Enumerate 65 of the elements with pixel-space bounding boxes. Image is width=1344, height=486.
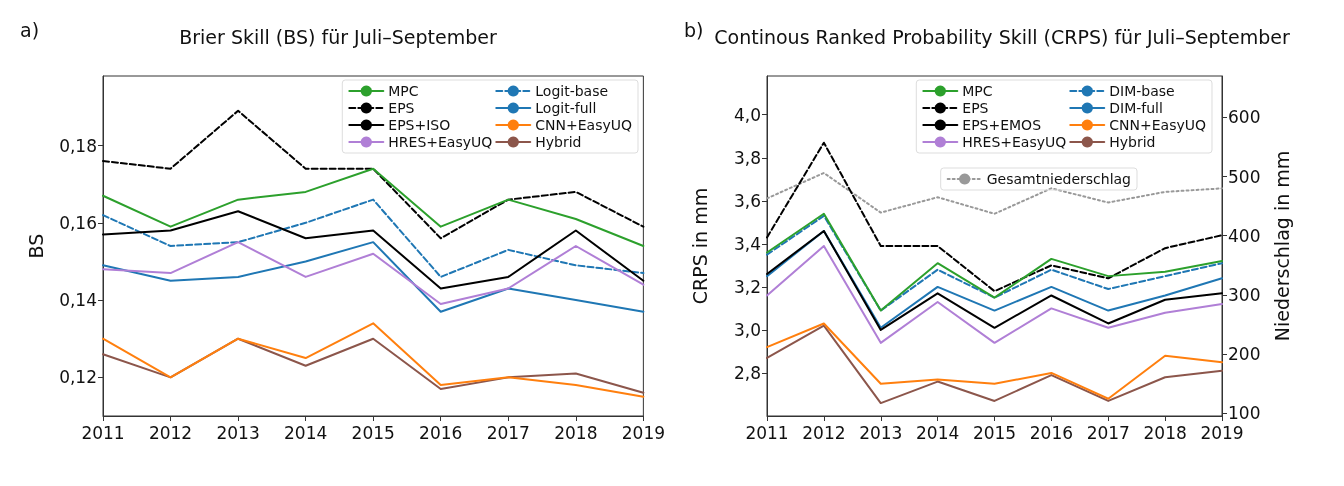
legend-label: MPC bbox=[962, 83, 993, 99]
text: b) bbox=[684, 18, 704, 41]
legend-label: Logit-full bbox=[535, 100, 597, 116]
x-tick-label: 2013 bbox=[216, 422, 260, 443]
line-series bbox=[766, 171, 1223, 215]
x-tick-label: 2011 bbox=[745, 422, 789, 443]
y-axis-title: CRPS in mm bbox=[688, 187, 711, 305]
y2-tick-label: 200 bbox=[1228, 343, 1261, 364]
legend-label: CNN+EasyUQ bbox=[1109, 117, 1207, 133]
legend-label: MPC bbox=[388, 83, 419, 99]
line-series bbox=[102, 198, 645, 278]
y2-tick-label: 300 bbox=[1228, 284, 1261, 305]
x-tick-label: 2016 bbox=[419, 422, 463, 443]
legend-label: EPS+EMOS bbox=[962, 117, 1042, 133]
y-tick-label: 2,8 bbox=[733, 362, 761, 383]
line-series bbox=[102, 210, 645, 290]
x-tick-label: 2012 bbox=[802, 422, 846, 443]
legend-label: EPS bbox=[962, 100, 989, 116]
y-tick-label: 4,0 bbox=[733, 104, 761, 125]
x-tick-label: 2013 bbox=[859, 422, 903, 443]
legend-label: HRES+EasyUQ bbox=[388, 134, 493, 150]
legend-label: DIM-base bbox=[1109, 83, 1175, 99]
y-tick-label: 0,18 bbox=[59, 135, 97, 156]
x-tick-label: 2014 bbox=[915, 422, 960, 443]
y-tick-label: 3,8 bbox=[733, 147, 761, 168]
line-series bbox=[102, 167, 645, 247]
line-series bbox=[102, 322, 645, 398]
x-tick-label: 2017 bbox=[1086, 422, 1130, 443]
x-tick-label: 2019 bbox=[621, 422, 665, 443]
y2-tick-label: 600 bbox=[1228, 107, 1261, 128]
legend-label: Hybrid bbox=[535, 134, 582, 150]
legend-label: EPS+ISO bbox=[388, 117, 451, 133]
y-tick-label: 3,2 bbox=[733, 276, 761, 297]
y-tick-label: 3,6 bbox=[733, 190, 761, 211]
x-tick-label: 2016 bbox=[1029, 422, 1074, 443]
x-tick-label: 2011 bbox=[81, 422, 125, 443]
y-tick-label: 3,4 bbox=[733, 233, 761, 254]
y2-tick-label: 400 bbox=[1228, 225, 1261, 246]
x-tick-label: 2015 bbox=[972, 422, 1017, 443]
chart-title: Continous Ranked Probability Skill (CRPS) für Juli–September bbox=[714, 25, 1290, 48]
y-tick-label: 0,16 bbox=[59, 212, 97, 233]
chart-title: Brier Skill (BS) für Juli–September bbox=[179, 25, 497, 48]
x-tick-label: 2019 bbox=[1200, 422, 1244, 443]
y-tick-label: 3,0 bbox=[733, 319, 761, 340]
y-tick-label: 0,14 bbox=[59, 290, 97, 311]
line-series bbox=[766, 245, 1223, 344]
x-tick-label: 2014 bbox=[284, 422, 328, 443]
x-tick-label: 2015 bbox=[351, 422, 395, 443]
legend-label: Logit-base bbox=[535, 83, 609, 99]
y-axis-title: BS bbox=[24, 233, 47, 259]
legend-label: Gesamtniederschlag bbox=[986, 171, 1132, 187]
y2-tick-label: 500 bbox=[1228, 166, 1261, 187]
y-tick-label: 0,12 bbox=[59, 367, 97, 388]
x-tick-label: 2017 bbox=[486, 422, 530, 443]
legend-label: Hybrid bbox=[1109, 134, 1156, 150]
legend-label: HRES+EasyUQ bbox=[962, 134, 1067, 150]
legend-label: EPS bbox=[388, 100, 415, 116]
x-tick-label: 2018 bbox=[554, 422, 598, 443]
x-tick-label: 2012 bbox=[148, 422, 193, 443]
x-tick-label: 2018 bbox=[1143, 422, 1187, 443]
legend-label: CNN+EasyUQ bbox=[535, 117, 633, 133]
legend-label: DIM-full bbox=[1109, 100, 1163, 116]
y2-axis-title: Niederschlag in mm bbox=[1270, 150, 1293, 342]
y2-tick-label: 100 bbox=[1228, 403, 1261, 424]
text: a) bbox=[20, 18, 40, 41]
